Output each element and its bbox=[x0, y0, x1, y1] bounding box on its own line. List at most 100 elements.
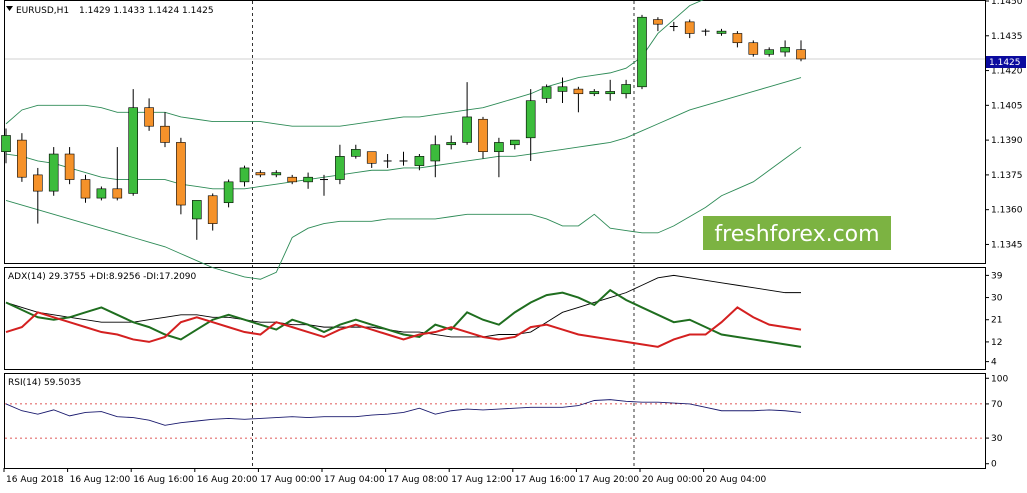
candles bbox=[1, 14, 806, 240]
current-price-label: 1.1425 bbox=[989, 58, 1021, 68]
rsi-line bbox=[5, 399, 802, 426]
bollinger-upper-line bbox=[5, 0, 704, 127]
candle-bear bbox=[207, 195, 218, 224]
candle-bear bbox=[144, 107, 154, 127]
candle-bull bbox=[780, 47, 790, 53]
candle-bull bbox=[637, 16, 647, 88]
candle-bull bbox=[239, 167, 250, 183]
adx-series-line bbox=[5, 306, 802, 348]
candle-bull bbox=[128, 107, 138, 194]
rsi-title: RSI(14) 59.5035 bbox=[8, 378, 81, 388]
time-tick-label: 16 Aug 12:00 bbox=[70, 475, 131, 485]
time-tick-label: 17 Aug 00:00 bbox=[260, 475, 321, 485]
candle-bear bbox=[80, 179, 91, 199]
candle-bull bbox=[605, 91, 616, 95]
candle-bull bbox=[621, 84, 631, 95]
candle-bull bbox=[557, 86, 568, 92]
watermark-text: freshforex.com bbox=[714, 222, 879, 247]
bollinger-lower-line bbox=[5, 146, 802, 280]
candle-bull bbox=[223, 181, 234, 204]
candle-bull bbox=[525, 100, 536, 139]
candle-bear bbox=[32, 174, 43, 192]
candle-bear bbox=[287, 176, 298, 183]
rsi-tick-label: 100 bbox=[991, 374, 1008, 384]
time-tick-label: 17 Aug 16:00 bbox=[515, 475, 576, 485]
candle-bull bbox=[509, 139, 520, 146]
time-tick-label: 16 Aug 2018 bbox=[6, 475, 64, 485]
adx-tick-label: 4 bbox=[991, 358, 997, 368]
candle-bear bbox=[64, 153, 75, 180]
price-tick-label: 1.1375 bbox=[991, 171, 1023, 181]
candle-bear bbox=[255, 172, 266, 176]
time-tick-label: 16 Aug 20:00 bbox=[197, 475, 258, 485]
candle-bull bbox=[589, 91, 600, 95]
candle-bear bbox=[653, 19, 663, 25]
candle-bear bbox=[160, 125, 170, 143]
candle-bull bbox=[1, 135, 11, 153]
watermark-badge bbox=[703, 216, 891, 250]
time-tick-label: 17 Aug 12:00 bbox=[451, 475, 512, 485]
adx-tick-label: 30 bbox=[991, 294, 1003, 304]
current-price-tag bbox=[986, 56, 1026, 68]
time-tick-label: 17 Aug 08:00 bbox=[388, 475, 449, 485]
candle-bull bbox=[764, 49, 775, 55]
symbol-dropdown-icon[interactable] bbox=[6, 6, 13, 11]
candle-bull bbox=[192, 200, 202, 220]
candle-bull bbox=[335, 156, 345, 180]
candle-bear bbox=[478, 118, 488, 153]
axis-labels: 1.1450 1.1435 1.1420 1.1405 1.1390 1.1375 1.13… bbox=[6, 0, 1023, 485]
price-tick-label: 1.1360 bbox=[991, 206, 1023, 216]
candle-bear bbox=[112, 188, 123, 199]
time-tick-label: 17 Aug 04:00 bbox=[324, 475, 385, 485]
candle-bull bbox=[462, 116, 472, 143]
time-tick-label: 16 Aug 16:00 bbox=[133, 475, 194, 485]
candle-bull bbox=[446, 142, 457, 146]
price-tick-label: 1.1345 bbox=[991, 240, 1023, 250]
symbol-label: EURUSD,H1 bbox=[16, 6, 69, 16]
adx-tick-label: 21 bbox=[991, 316, 1002, 326]
candle-bull bbox=[303, 176, 313, 183]
price-tick-label: 1.1420 bbox=[991, 67, 1023, 77]
candle-bull bbox=[48, 153, 59, 192]
candle-bear bbox=[573, 88, 584, 95]
rsi-tick-label: 70 bbox=[991, 400, 1003, 410]
price-tick-label: 1.1450 bbox=[991, 0, 1023, 7]
candle-bear bbox=[684, 21, 695, 34]
price-tick-label: 1.1435 bbox=[991, 32, 1023, 42]
rsi-lines bbox=[5, 399, 802, 426]
candle-bull bbox=[350, 149, 361, 157]
adx-panel bbox=[4, 267, 986, 370]
rsi-tick-label: 0 bbox=[991, 460, 997, 470]
candle-bull bbox=[541, 86, 552, 99]
adx-lines bbox=[5, 274, 802, 348]
grid-layer bbox=[3, 0, 989, 472]
candle-bull bbox=[414, 156, 425, 166]
price-tick-label: 1.1390 bbox=[991, 136, 1023, 146]
adx-series-line bbox=[5, 288, 802, 348]
candle-bear bbox=[732, 33, 743, 44]
rsi-tick-label: 30 bbox=[991, 434, 1003, 444]
time-tick-label: 20 Aug 04:00 bbox=[706, 475, 767, 485]
ohlc-label: 1.1429 1.1433 1.1424 1.1425 bbox=[79, 6, 214, 16]
candle-bear bbox=[17, 139, 27, 178]
adx-tick-label: 39 bbox=[991, 271, 1003, 281]
candle-bear bbox=[748, 42, 759, 55]
rsi-panel bbox=[4, 373, 986, 469]
candle-bull bbox=[96, 188, 107, 199]
time-tick-label: 20 Aug 00:00 bbox=[642, 475, 703, 485]
candle-bull bbox=[494, 142, 504, 153]
candle-bear bbox=[366, 151, 377, 164]
candle-bull bbox=[271, 172, 282, 176]
bollinger-bands bbox=[5, 0, 802, 280]
candle-bear bbox=[796, 49, 806, 60]
candle-bull bbox=[716, 30, 727, 34]
candle-bear bbox=[176, 142, 186, 206]
price-tick-label: 1.1405 bbox=[991, 101, 1023, 111]
bollinger-middle-line bbox=[5, 77, 802, 190]
adx-title: ADX(14) 29.3755 +DI:8.9256 -DI:17.2090 bbox=[8, 272, 197, 282]
time-tick-label: 17 Aug 20:00 bbox=[578, 475, 639, 485]
adx-tick-label: 12 bbox=[991, 338, 1002, 348]
candle-bull bbox=[430, 144, 441, 162]
